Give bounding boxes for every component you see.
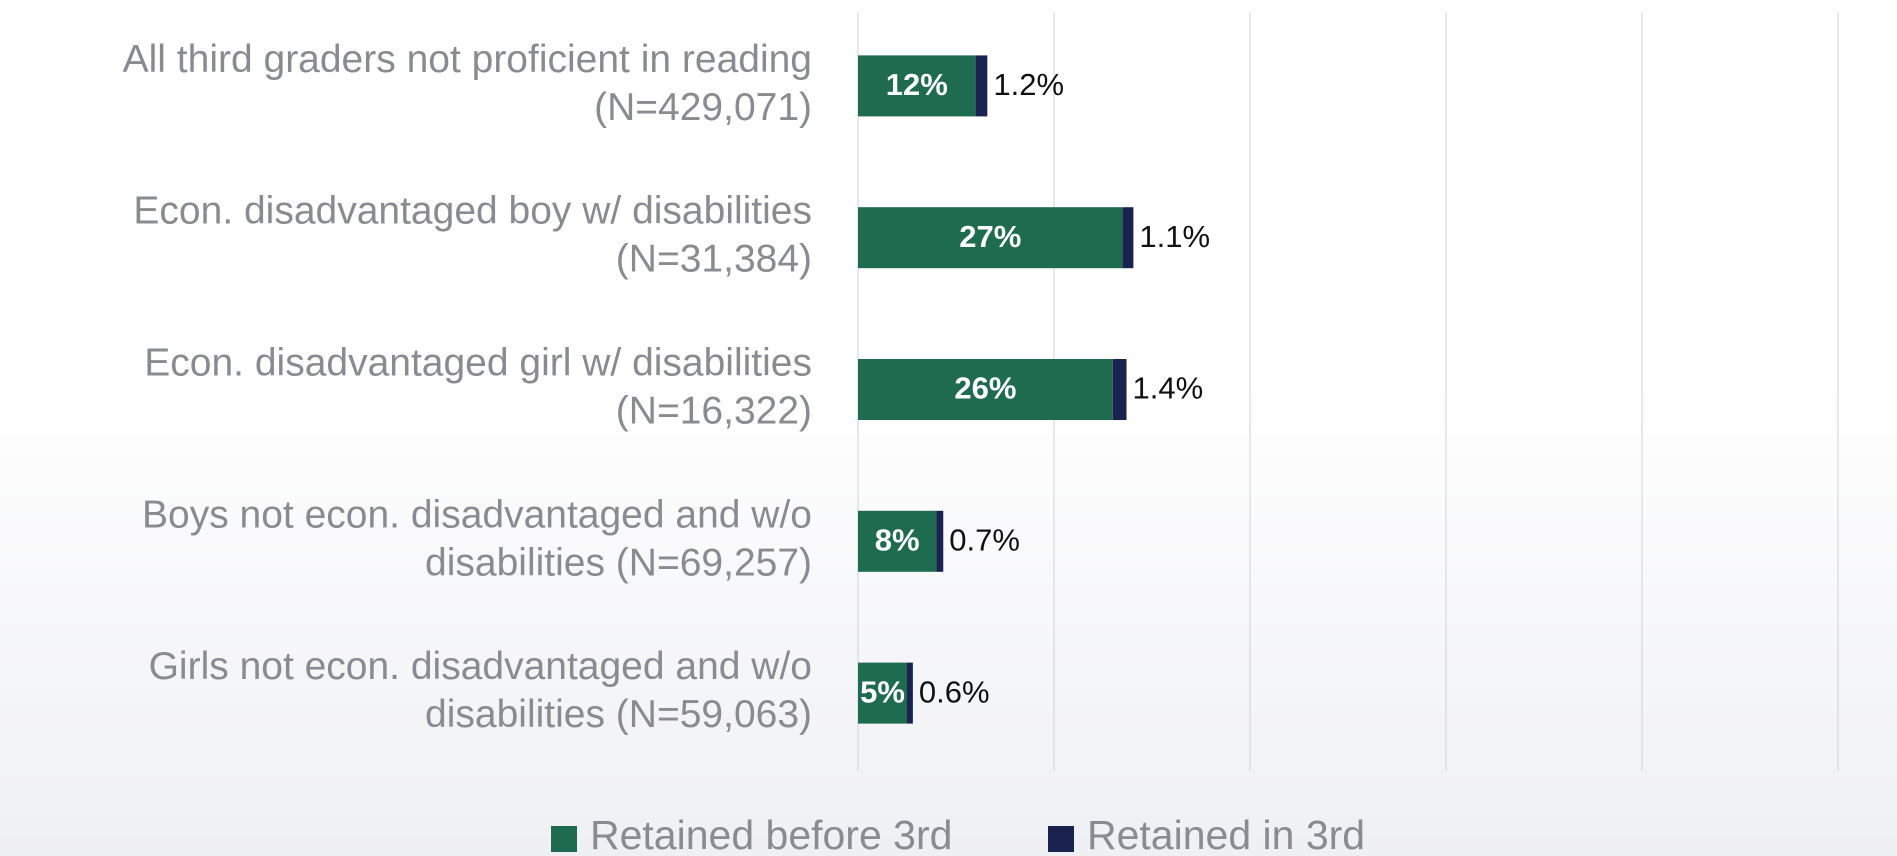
y-tick-label: Girls not econ. disadvantaged and w/o dis…	[149, 645, 812, 736]
value-label: 0.6%	[919, 674, 990, 709]
bar-segment	[858, 359, 1113, 420]
value-label: 1.2%	[993, 67, 1064, 102]
bar-segment	[858, 662, 907, 724]
value-label: 27%	[959, 219, 1021, 254]
bar-segment	[858, 510, 937, 572]
bar-segment	[1112, 359, 1127, 420]
bar-segment	[1122, 207, 1134, 269]
value-label: 8%	[875, 522, 920, 557]
bar-segment	[907, 662, 913, 724]
value-label: 12%	[886, 67, 948, 102]
bar-segment	[858, 207, 1123, 269]
value-label: 1.4%	[1133, 371, 1204, 406]
value-label: 1.1%	[1139, 219, 1210, 254]
bar-segment	[975, 55, 988, 117]
bar-segment	[858, 55, 976, 117]
legend-swatch	[1048, 826, 1074, 852]
value-label: 26%	[954, 371, 1016, 406]
value-label: 5%	[860, 674, 905, 709]
y-tick-label: Econ. disadvantaged girl w/ disabilities…	[144, 342, 812, 433]
legend-swatch	[551, 826, 577, 852]
y-tick-label: Econ. disadvantaged boy w/ disabilities(…	[133, 190, 812, 281]
legend-label: Retained in 3rd	[1087, 812, 1365, 856]
y-tick-label: All third graders not proficient in read…	[123, 38, 812, 129]
bar-segment	[936, 510, 944, 572]
y-tick-label: Boys not econ. disadvantaged and w/o disa…	[142, 494, 812, 585]
value-label: 0.7%	[949, 522, 1020, 557]
legend-label: Retained before 3rd	[590, 812, 952, 856]
